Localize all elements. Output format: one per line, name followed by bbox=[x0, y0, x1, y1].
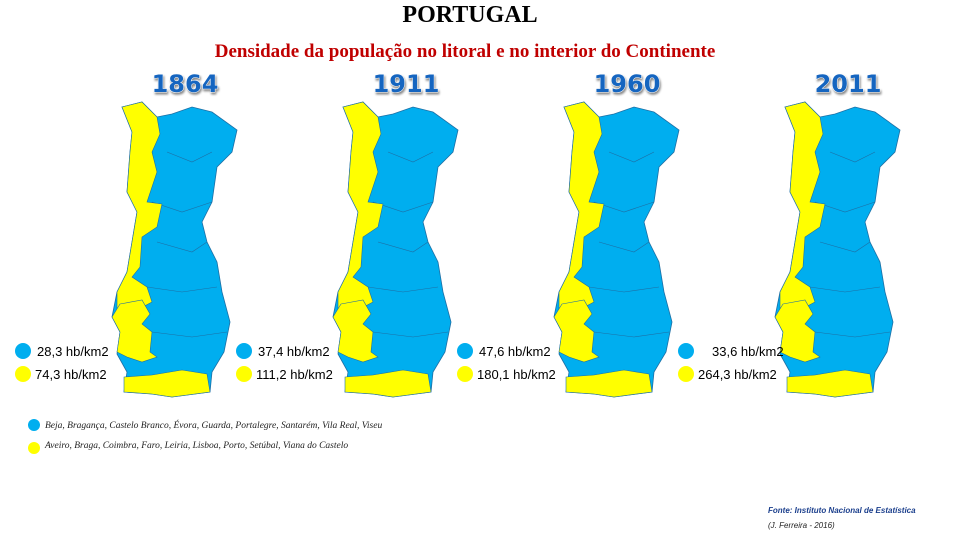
density-litoral: 264,3 hb/km2 bbox=[698, 367, 777, 382]
map-panel: 2011 33,6 hb/km2 264,3 hb/km2 bbox=[678, 70, 901, 398]
density-litoral: 111,2 hb/km2 bbox=[256, 367, 333, 382]
swatch-litoral bbox=[15, 366, 31, 382]
density-interior: 47,6 hb/km2 bbox=[479, 344, 551, 359]
subtitle: Densidade da população no litoral e no i… bbox=[215, 41, 716, 62]
year: 1864 bbox=[152, 70, 219, 98]
legend-interior: Beja, Bragança, Castelo Branco, Évora, G… bbox=[45, 419, 382, 431]
swatch-interior bbox=[15, 343, 31, 359]
legend-swatch-interior bbox=[28, 419, 40, 431]
swatch-litoral bbox=[236, 366, 252, 382]
legend-swatch-litoral bbox=[28, 442, 40, 454]
title: PORTUGAL bbox=[402, 2, 537, 28]
density-litoral: 180,1 hb/km2 bbox=[477, 367, 556, 382]
portugal-map bbox=[332, 101, 459, 398]
map-panel: 1864 28,3 hb/km2 74,3 hb/km2 bbox=[15, 70, 238, 398]
swatch-interior bbox=[457, 343, 473, 359]
map-panel: 1960 47,6 hb/km2 180,1 hb/km2 bbox=[457, 70, 680, 398]
swatch-litoral bbox=[678, 366, 694, 382]
year: 1911 bbox=[373, 70, 440, 98]
portugal-map bbox=[111, 101, 238, 398]
density-interior: 33,6 hb/km2 bbox=[712, 344, 784, 359]
density-interior: 37,4 hb/km2 bbox=[258, 344, 330, 359]
maps: 1864 28,3 hb/km2 74,3 hb/km2 1911 37,4 hb/km… bbox=[15, 70, 901, 398]
credit: (J. Ferreira - 2016) bbox=[768, 521, 835, 530]
year: 1960 bbox=[594, 70, 661, 98]
portugal-map bbox=[774, 101, 901, 398]
portugal-map bbox=[553, 101, 680, 398]
swatch-litoral bbox=[457, 366, 473, 382]
map-panel: 1911 37,4 hb/km2 111,2 hb/km2 bbox=[236, 70, 459, 398]
density-litoral: 74,3 hb/km2 bbox=[35, 367, 107, 382]
swatch-interior bbox=[678, 343, 694, 359]
legend-litoral: Aveiro, Braga, Coimbra, Faro, Leiria, Li… bbox=[44, 441, 348, 451]
year: 2011 bbox=[815, 70, 882, 98]
density-interior: 28,3 hb/km2 bbox=[37, 344, 109, 359]
swatch-interior bbox=[236, 343, 252, 359]
source: Fonte: Instituto Nacional de Estatística bbox=[768, 506, 916, 515]
